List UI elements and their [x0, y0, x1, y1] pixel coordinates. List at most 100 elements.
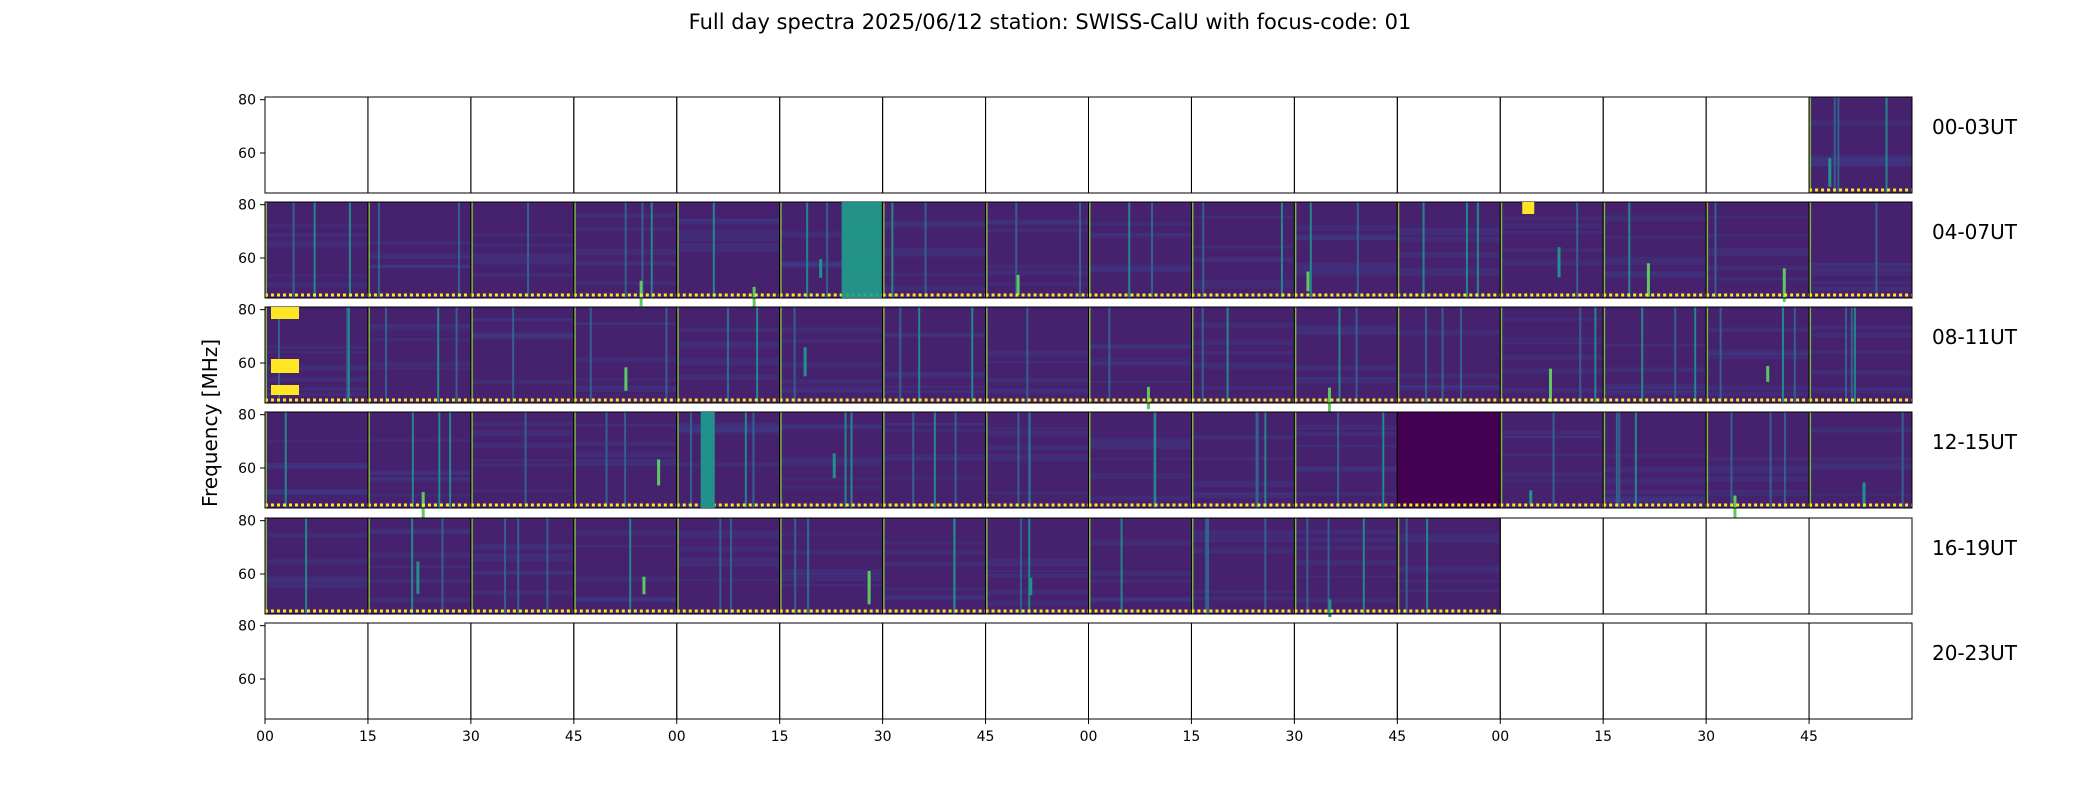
spectrum-band: [1294, 378, 1398, 384]
spectrum-burst: [1862, 482, 1866, 509]
spectrum-band: [265, 583, 368, 588]
spectrum-band: [1500, 216, 1604, 221]
bright-spot: [271, 307, 299, 319]
row-label: 04-07UT: [1932, 220, 2018, 244]
spectrum-band: [1088, 540, 1192, 546]
spectrum-band: [676, 243, 780, 247]
spectrum-burst: [624, 367, 628, 391]
panel-edge: [573, 307, 576, 403]
spectrum-streak: [850, 412, 853, 508]
panel-edge: [1706, 412, 1709, 508]
spectrum-panel: [1809, 307, 1912, 403]
spectrum-streak: [524, 412, 527, 508]
spectrum-burst: [1328, 599, 1332, 618]
spectrum-band: [1294, 492, 1398, 496]
spectrum-band: [985, 491, 1089, 495]
spectrum-band: [265, 576, 368, 580]
spectrum-band: [1088, 496, 1192, 500]
spectrum-streak: [385, 307, 388, 403]
spectrum-panel: [779, 518, 883, 614]
spectrum-streak: [313, 202, 316, 298]
spectrum-band: [367, 578, 471, 584]
spectrum-panel: [265, 518, 368, 614]
spectrum-band: [470, 332, 574, 337]
panel-frame: [1808, 306, 1913, 404]
spectrum-panel: [470, 412, 574, 508]
spectrum-band: [676, 536, 780, 539]
y-axis-label: Frequency [MHz]: [198, 339, 222, 507]
spectrum-streak: [1460, 307, 1463, 403]
spectrum-band: [985, 454, 1089, 459]
y-tick-label: 60: [238, 251, 256, 267]
spectrum-streak: [665, 307, 668, 403]
spectrum-band: [367, 252, 471, 259]
spectrum-band: [779, 327, 883, 333]
spectrum-band: [779, 457, 883, 462]
spectrum-streak: [629, 518, 632, 614]
spectrum-band: [676, 462, 780, 468]
spectrum-band: [1809, 325, 1912, 330]
spectrum-streak: [1015, 202, 1018, 298]
panel-edge: [882, 412, 885, 508]
spectrum-streak: [1202, 202, 1205, 298]
spectrum-band: [882, 541, 986, 544]
spectrum-streak: [1618, 412, 1621, 508]
spectrum-panel: [573, 518, 677, 614]
spectrum-streak: [1327, 518, 1330, 614]
panel-edge: [985, 202, 988, 298]
y-tick-label: 80: [238, 408, 256, 424]
spectrum-band: [985, 265, 1089, 269]
spectrum-band: [1809, 456, 1912, 461]
spectrum-band: [1088, 270, 1192, 273]
spectrum-streak: [912, 412, 915, 508]
spectrum-band: [470, 556, 574, 562]
bright-spot: [271, 385, 299, 395]
spectrum-band: [1809, 262, 1912, 266]
x-tick-label: 00: [256, 729, 274, 745]
panel-edge: [676, 307, 679, 403]
spectrum-band: [1191, 534, 1295, 539]
spectrum-streak: [1901, 412, 1904, 508]
spectrum-streak: [347, 307, 350, 403]
spectrum-band: [573, 598, 677, 603]
spectrum-band: [573, 530, 677, 536]
spectrum-streak: [826, 202, 829, 298]
spectrum-band: [676, 578, 780, 582]
spectrum-panel: [676, 518, 780, 614]
spectrum-band: [470, 334, 574, 340]
panel-edge: [1706, 307, 1709, 403]
spectrum-band: [367, 265, 471, 269]
spectrum-streak: [455, 307, 458, 403]
spectrum-band: [1706, 493, 1810, 497]
panel-edge: [1294, 307, 1297, 403]
spectrum-band: [1809, 155, 1912, 162]
spectrum-streak: [589, 307, 592, 403]
spectrum-panel: [779, 412, 883, 508]
panel-edge: [882, 202, 885, 298]
panel-edge: [1088, 307, 1091, 403]
spectrum-band: [367, 597, 471, 603]
spectrum-streak: [1362, 518, 1365, 614]
bright-block: [841, 202, 882, 298]
spectrum-band: [265, 440, 368, 443]
spectrum-band: [779, 477, 883, 480]
spectrum-band: [985, 388, 1089, 392]
spectrum-band: [1809, 430, 1912, 433]
spectrum-band: [985, 219, 1089, 225]
row-label: 08-11UT: [1932, 325, 2018, 349]
panel-edge: [779, 412, 782, 508]
spectrum-band: [470, 430, 574, 436]
panel-edge: [1191, 307, 1194, 403]
spectrum-band: [1294, 537, 1398, 543]
x-tick-label: 00: [1491, 729, 1509, 745]
spectrum-band: [1088, 357, 1192, 360]
spectrum-streak: [1634, 412, 1637, 508]
panel-edge: [1191, 518, 1194, 614]
panel-edge: [779, 307, 782, 403]
spectrum-band: [470, 543, 574, 550]
panel-edge: [882, 307, 885, 403]
spectrum-band: [1294, 444, 1398, 448]
bright-spot: [271, 359, 299, 373]
panel-edge: [367, 412, 370, 508]
spectrum-streak: [1552, 412, 1555, 508]
